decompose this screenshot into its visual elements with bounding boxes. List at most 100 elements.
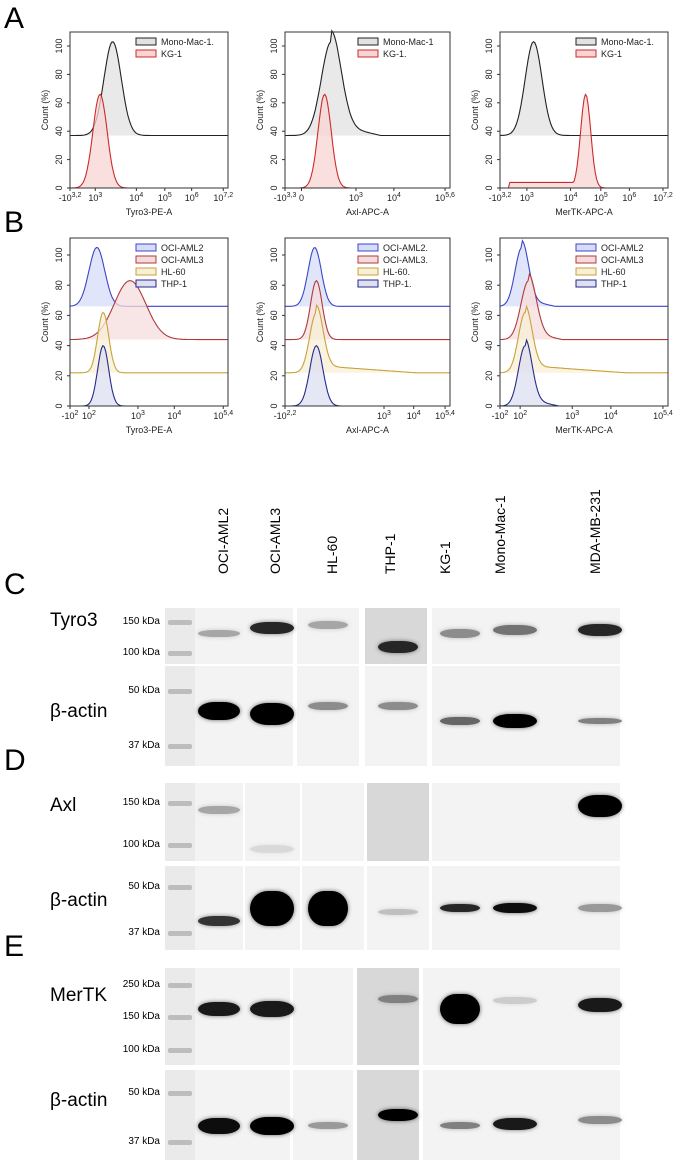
ladder-band	[168, 689, 192, 694]
y-tick-label: 80	[54, 280, 64, 290]
protein-label--actin: β-actin	[50, 890, 108, 911]
y-tick-label: 60	[54, 310, 64, 320]
legend-swatch	[135, 49, 157, 58]
panel-letter-a: A	[4, 2, 25, 35]
blot-membrane-e-target	[357, 968, 419, 1065]
lane-label-oci-aml2: OCI-AML2	[215, 507, 231, 574]
protein-band	[440, 904, 480, 912]
y-axis-label: Count (%)	[255, 302, 265, 343]
x-tick-label: 103	[88, 192, 102, 203]
flow-cytometry-figure: 0 20 40 60 80 100 Count (%) -103,2 103 104 105 106 1…	[40, 29, 673, 435]
x-tick-label: 105	[594, 192, 608, 203]
ladder-band	[168, 885, 192, 890]
legend-swatch	[135, 279, 157, 288]
legend-label: THP-1.	[383, 279, 412, 289]
legend-swatch	[575, 49, 597, 58]
y-tick-label: 40	[484, 126, 494, 136]
x-tick-label: 105,4	[435, 410, 455, 421]
legend-label: OCI-AML3	[161, 255, 204, 265]
protein-band	[198, 915, 240, 926]
blot-membrane-e-actin	[423, 1070, 620, 1160]
ladder-band	[168, 620, 192, 625]
y-axis-label: Count (%)	[40, 90, 50, 131]
y-tick-label: 20	[269, 371, 279, 381]
marker-label: 100 kDa	[122, 839, 160, 851]
protein-band	[578, 718, 622, 724]
histogram-fill-kg-1	[70, 94, 228, 188]
protein-band	[308, 1122, 348, 1130]
y-tick-label: 0	[484, 185, 494, 190]
blot-membrane-e-actin	[293, 1070, 353, 1160]
protein-band	[440, 628, 480, 638]
legend-label: Mono-Mac-1.	[601, 37, 654, 47]
protein-band	[578, 795, 622, 818]
histogram-line-oci-aml2-	[285, 247, 450, 307]
x-tick-label: 103	[377, 410, 391, 421]
x-tick-label: 104	[407, 410, 421, 421]
x-tick-label: -103,3	[274, 192, 297, 203]
protein-band	[493, 1118, 537, 1130]
plot-frame	[499, 237, 669, 407]
histogram-fill-mono-mac-1-	[500, 41, 668, 136]
y-tick-label: 80	[484, 69, 494, 79]
protein-label-axl: Axl	[50, 795, 77, 816]
y-axis-label: Count (%)	[470, 302, 480, 343]
plot-frame	[69, 31, 229, 189]
ladder-band	[168, 800, 192, 806]
legend-swatch	[357, 49, 379, 58]
ladder-lane	[165, 666, 195, 766]
marker-label: 150 kDa	[122, 616, 160, 627]
histogram-fill-kg-1-	[285, 94, 450, 188]
histogram-fill-hl-60-	[285, 305, 450, 373]
protein-band	[250, 890, 294, 926]
protein-band	[250, 703, 294, 725]
y-tick-label: 100	[484, 247, 494, 262]
blot-membrane-d-actin	[195, 866, 243, 950]
marker-label: 100 kDa	[122, 646, 160, 658]
histogram-line-oci-aml3	[70, 280, 228, 341]
y-tick-label: 60	[269, 98, 279, 108]
lane-label-thp-1: THP-1	[382, 533, 398, 574]
y-tick-label: 100	[269, 247, 279, 262]
histogram-line-kg-1-	[285, 93, 450, 189]
protein-band	[378, 1109, 418, 1121]
histogram-line-hl-60	[500, 304, 668, 374]
blot-membrane-d-actin	[367, 866, 429, 950]
protein-band	[198, 1117, 240, 1134]
y-tick-label: 40	[269, 126, 279, 136]
marker-label: 250 kDa	[122, 979, 160, 991]
blot-membrane-e-target	[293, 968, 353, 1065]
histogram-line-oci-aml3	[500, 272, 668, 341]
y-tick-label: 80	[54, 69, 64, 79]
marker-label: 37 kDa	[128, 927, 160, 939]
y-tick-label: 20	[269, 155, 279, 165]
histogram-fill-hl-60	[70, 312, 228, 373]
legend-label: OCI-AML3	[601, 255, 644, 265]
protein-band	[250, 1000, 294, 1017]
panel-letter-d: D	[4, 744, 26, 777]
legend-label: THP-1	[161, 279, 187, 289]
protein-band	[378, 702, 418, 710]
x-tick-label: 102	[82, 410, 96, 421]
plot-frame	[69, 237, 229, 407]
y-tick-label: 0	[54, 185, 64, 190]
x-tick-label: -102	[492, 410, 509, 421]
ladder-band	[168, 983, 192, 989]
x-axis-label: Axl-APC-A	[346, 425, 389, 435]
protein-band	[578, 624, 622, 637]
protein-band	[578, 1115, 622, 1124]
blot-membrane-e-actin	[195, 1070, 290, 1160]
protein-band	[308, 620, 348, 629]
plot-frame	[284, 31, 451, 189]
x-tick-label: -102,2	[274, 410, 297, 421]
x-tick-label: 103	[565, 410, 579, 421]
histogram-line-oci-aml2	[499, 239, 668, 307]
ladder-band	[168, 650, 192, 656]
protein-band	[378, 995, 418, 1004]
protein-band	[198, 702, 240, 720]
marker-label: 150 kDa	[122, 796, 160, 808]
x-tick-label: 105,6	[435, 192, 455, 203]
legend-swatch	[357, 267, 379, 276]
legend-swatch	[575, 255, 597, 264]
histogram-line-oci-aml3-	[285, 279, 450, 341]
